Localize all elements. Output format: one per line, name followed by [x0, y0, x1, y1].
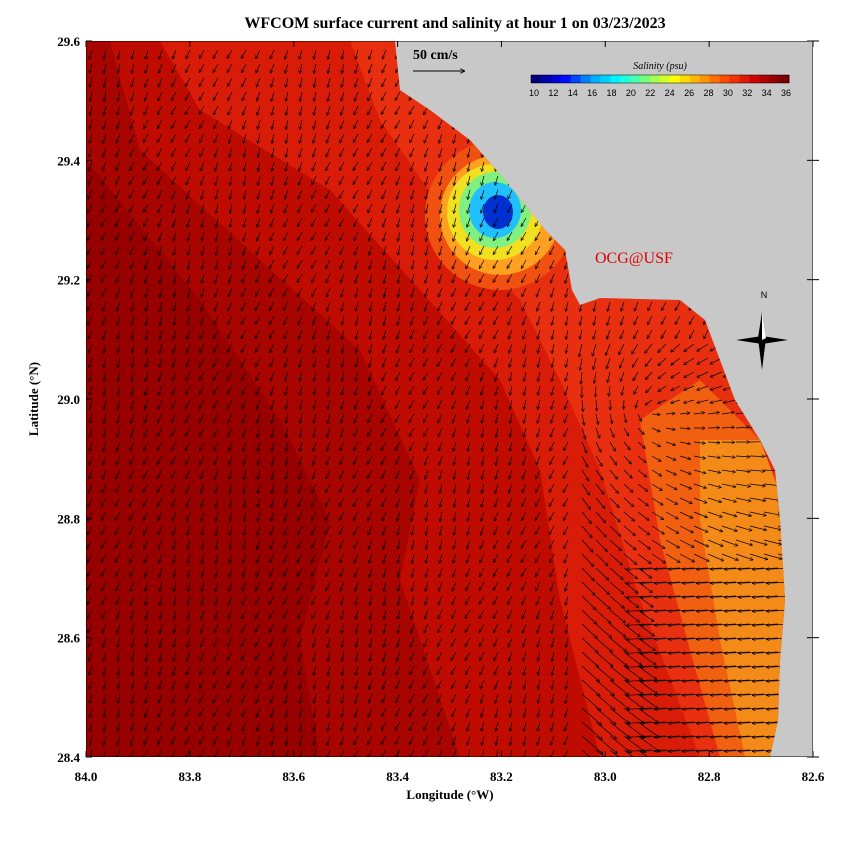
colorbar-swatch	[650, 75, 660, 83]
x-axis-label: Longitude (°W)	[406, 787, 493, 802]
colorbar-label: 16	[587, 88, 597, 98]
colorbar-title: Salinity (psu)	[633, 61, 687, 72]
colorbar-label: 32	[742, 88, 752, 98]
colorbar-swatch	[541, 75, 551, 83]
colorbar-swatch	[729, 75, 739, 83]
y-axis-label: Latitude (°N)	[26, 362, 41, 436]
colorbar-label: 12	[548, 88, 558, 98]
colorbar-swatch	[670, 75, 680, 83]
y-tick-label: 29.4	[57, 153, 80, 168]
colorbar-label: 24	[665, 88, 675, 98]
y-tick-label: 28.6	[57, 631, 80, 646]
plot-area	[86, 41, 813, 769]
y-tick-label: 29.6	[57, 34, 80, 49]
colorbar-swatch	[581, 75, 591, 83]
colorbar-swatch	[620, 75, 630, 83]
colorbar-swatch	[630, 75, 640, 83]
y-tick-label: 29.0	[57, 392, 80, 407]
y-tick-label: 29.2	[57, 273, 80, 288]
colorbar-label: 18	[607, 88, 617, 98]
colorbar-label: 30	[723, 88, 733, 98]
colorbar-swatch	[591, 75, 601, 83]
colorbar-label: 20	[626, 88, 636, 98]
colorbar-swatch	[610, 75, 620, 83]
colorbar-swatch	[759, 75, 769, 83]
x-tick-label: 82.6	[802, 769, 825, 784]
x-tick-label: 84.0	[75, 769, 98, 784]
colorbar-swatch	[660, 75, 670, 83]
colorbar-swatch	[561, 75, 571, 83]
colorbar-label: 10	[529, 88, 539, 98]
x-tick-label: 83.0	[594, 769, 617, 784]
colorbar-swatch	[571, 75, 581, 83]
compass-label: N	[761, 290, 768, 300]
x-tick-label: 82.8	[698, 769, 721, 784]
colorbar-swatch	[769, 75, 779, 83]
colorbar-swatch	[739, 75, 749, 83]
x-tick-label: 83.4	[386, 769, 409, 784]
colorbar-swatch	[640, 75, 650, 83]
y-tick-label: 28.8	[57, 511, 80, 526]
x-tick-label: 83.6	[282, 769, 305, 784]
colorbar-swatch	[779, 75, 789, 83]
colorbar-swatch	[749, 75, 759, 83]
colorbar-swatch	[690, 75, 700, 83]
title: WFCOM surface current and salinity at ho…	[244, 15, 665, 32]
colorbar-swatch	[710, 75, 720, 83]
colorbar-swatch	[551, 75, 561, 83]
colorbar-swatch	[600, 75, 610, 83]
y-tick-label: 28.4	[57, 750, 80, 765]
colorbar-swatch	[700, 75, 710, 83]
colorbar-label: 22	[645, 88, 655, 98]
x-tick-label: 83.8	[178, 769, 201, 784]
colorbar-label: 36	[781, 88, 791, 98]
scale-label: 50 cm/s	[413, 48, 458, 63]
colorbar-label: 14	[568, 88, 578, 98]
colorbar-label: 26	[684, 88, 694, 98]
colorbar-label: 34	[762, 88, 772, 98]
colorbar-swatch	[680, 75, 690, 83]
x-tick-label: 83.2	[490, 769, 513, 784]
colorbar-label: 28	[703, 88, 713, 98]
colorbar-swatch	[531, 75, 541, 83]
credit: OCG@USF	[595, 250, 673, 267]
colorbar-swatch	[720, 75, 730, 83]
